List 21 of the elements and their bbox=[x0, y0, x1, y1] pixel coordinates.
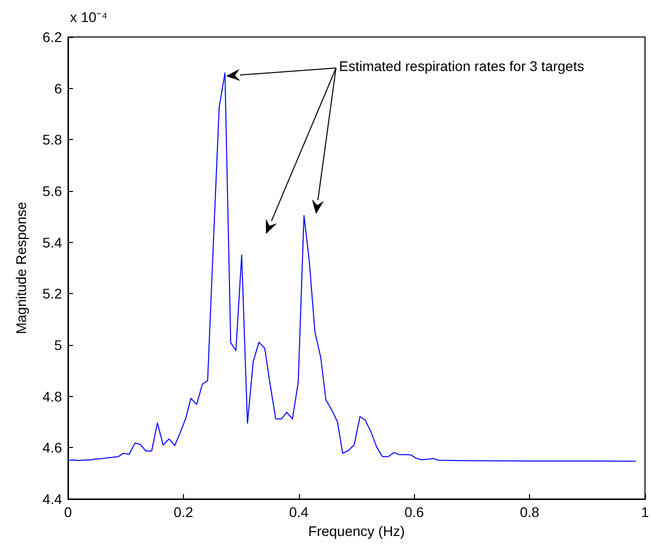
y-tick-label: 5 bbox=[54, 337, 62, 353]
annotation: Estimated respiration rates for 3 targets bbox=[339, 58, 584, 74]
y-tick-label: 4.4 bbox=[42, 491, 62, 507]
x-tick-label: 1 bbox=[641, 504, 650, 520]
y-tick-label: 5.2 bbox=[42, 286, 62, 302]
y-tick-label: 5.8 bbox=[42, 132, 62, 148]
text: x 10⁻⁴ bbox=[70, 9, 108, 25]
y-tick-label: 4.8 bbox=[42, 388, 62, 404]
x-tick-label: 0.8 bbox=[520, 504, 540, 520]
y-tick-label: 6 bbox=[54, 80, 62, 96]
y-tick-label: 5.4 bbox=[42, 234, 62, 250]
y-tick-label: 6.2 bbox=[42, 29, 62, 45]
x-tick-label: 0.2 bbox=[174, 504, 194, 520]
line-series bbox=[68, 72, 636, 462]
x-tick-label: 0.4 bbox=[289, 504, 309, 520]
x-tick-label: 0.6 bbox=[404, 504, 424, 520]
y-axis-title: Magnitude Response bbox=[13, 202, 29, 334]
x-axis-title: Frequency (Hz) bbox=[308, 522, 405, 539]
x-tick-label: 0 bbox=[64, 504, 72, 520]
y-tick-label: 5.6 bbox=[42, 183, 62, 199]
y-tick-label: 4.6 bbox=[42, 440, 62, 456]
